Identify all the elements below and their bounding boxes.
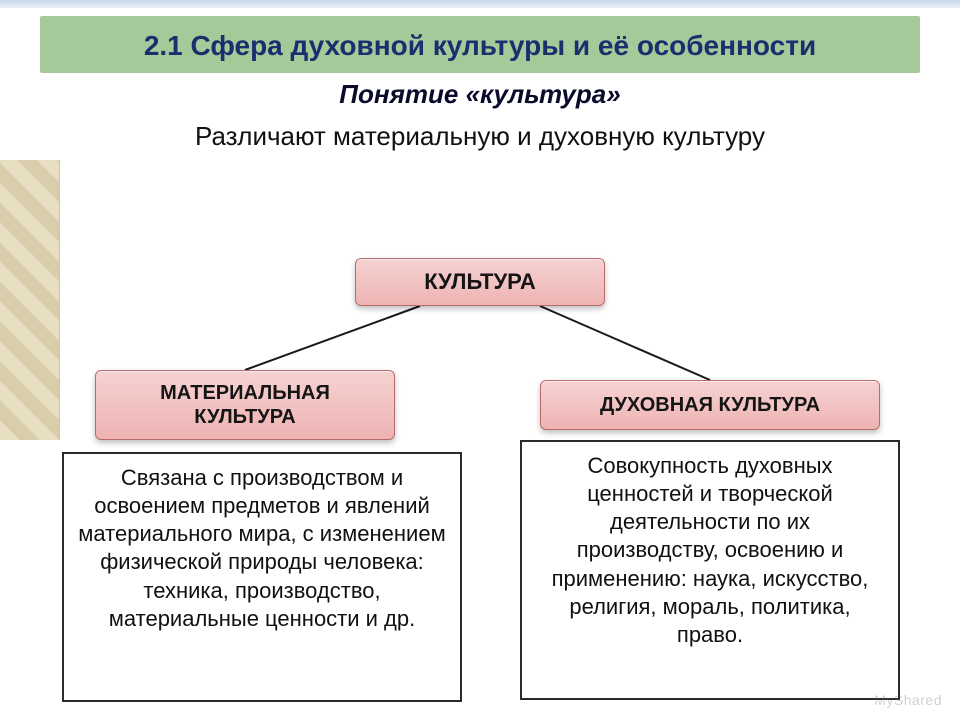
slide-header: 2.1 Сфера духовной культуры и её особенн… bbox=[40, 16, 920, 73]
watermark: MyShared bbox=[874, 692, 942, 708]
node-spiritual: ДУХОВНАЯ КУЛЬТУРА bbox=[540, 380, 880, 430]
lead-text-content: Различают материальную и духовную культу… bbox=[195, 121, 765, 151]
top-strip bbox=[0, 0, 960, 8]
description-material-text: Связана с производством и освоением пред… bbox=[78, 465, 445, 631]
lead-text: Различают материальную и духовную культу… bbox=[160, 120, 800, 153]
description-spiritual-text: Совокупность духовных ценностей и творче… bbox=[552, 453, 869, 647]
description-spiritual: Совокупность духовных ценностей и творче… bbox=[520, 440, 900, 700]
node-root-label: КУЛЬТУРА bbox=[424, 269, 536, 295]
side-decoration bbox=[0, 160, 60, 440]
node-material: МАТЕРИАЛЬНАЯ КУЛЬТУРА bbox=[95, 370, 395, 440]
node-material-label: МАТЕРИАЛЬНАЯ КУЛЬТУРА bbox=[110, 381, 380, 429]
node-spiritual-label: ДУХОВНАЯ КУЛЬТУРА bbox=[600, 393, 820, 417]
description-material: Связана с производством и освоением пред… bbox=[62, 452, 462, 702]
header-text: 2.1 Сфера духовной культуры и её особенн… bbox=[144, 30, 816, 61]
node-root: КУЛЬТУРА bbox=[355, 258, 605, 306]
slide-subtitle: Понятие «культура» bbox=[0, 79, 960, 110]
subtitle-text: Понятие «культура» bbox=[339, 79, 620, 109]
